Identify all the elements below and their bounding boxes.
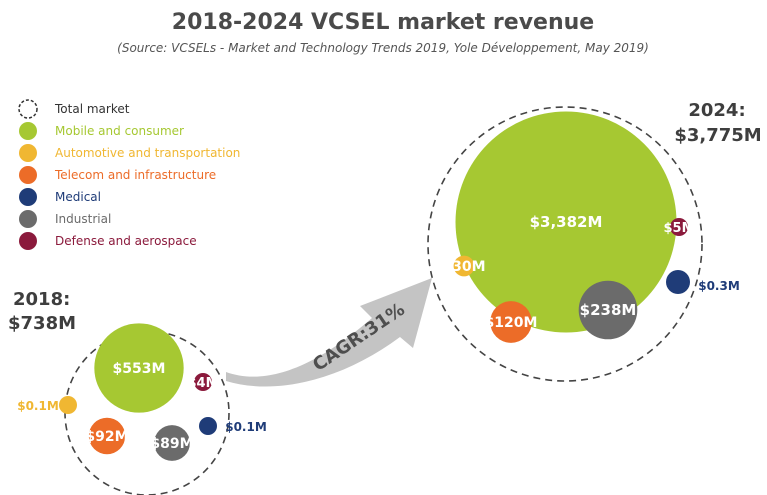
chart-title: 2018-2024 VCSEL market revenue (172, 10, 594, 35)
legend-label-mobile-and-consumer: Mobile and consumer (55, 124, 184, 138)
bubble-2024-medical (666, 270, 690, 294)
bubble-2018-telecom-and-infrastructure (88, 417, 126, 455)
total-market-circle-2024 (427, 106, 703, 382)
bubble-label-2018-telecom-and-infrastructure: $92M (85, 429, 128, 445)
total-label-2018: 2018: (13, 289, 70, 310)
bubble-label-2024-automotive-and-transportation: $30M (442, 259, 485, 275)
legend-label-telecom-and-infrastructure: Telecom and infrastructure (54, 168, 216, 182)
legend-label-automotive-and-transportation: Automotive and transportation (55, 146, 240, 160)
cagr-arrow: CAGR:31% (226, 278, 432, 387)
legend-label-medical: Medical (55, 190, 101, 204)
legend-swatch-automotive-and-transportation (19, 144, 37, 162)
total-value-2024: $3,775M (674, 125, 761, 146)
bubble-label-2024-medical: $0.3M (698, 279, 740, 293)
bubble-2018-automotive-and-transportation (59, 396, 77, 414)
bubble-2024-mobile-and-consumer (455, 111, 677, 333)
bubble-2018-mobile-and-consumer (94, 323, 184, 413)
bubble-label-2018-industrial: $89M (150, 436, 193, 452)
legend-swatch-telecom-and-infrastructure (19, 166, 37, 184)
bubble-2024-automotive-and-transportation (453, 255, 475, 277)
total-value-2018: $738M (8, 313, 76, 334)
bubble-label-2018-medical: $0.1M (225, 420, 267, 434)
bubble-label-2024-defense-and-aerospace: $5M (663, 221, 694, 236)
legend-swatch-medical (19, 188, 37, 206)
legend-swatch-industrial (19, 210, 37, 228)
bubble-label-2024-mobile-and-consumer: $3,382M (530, 213, 603, 231)
bubble-2024-telecom-and-infrastructure (490, 301, 532, 343)
bubble-label-2024-telecom-and-infrastructure: $120M (485, 315, 538, 331)
bubbles: $553M $92M $89M $4M $0.1M $0.1M $3,382M $238M $1… (17, 106, 740, 495)
bubble-label-2018-automotive-and-transportation: $0.1M (17, 399, 59, 413)
bubble-label-2018-mobile-and-consumer: $553M (113, 361, 166, 377)
bubble-2018-defense-and-aerospace (194, 373, 212, 391)
bubble-2018-industrial (154, 425, 190, 461)
legend-swatch-defense-and-aerospace (19, 232, 37, 250)
legend-swatch-total-market (18, 99, 38, 119)
bubble-label-2024-industrial: $238M (580, 301, 637, 319)
legend: Total market Mobile and consumer Automotiv… (18, 99, 240, 250)
growth-arrow-shape (226, 278, 432, 387)
bubble-2024-defense-and-aerospace (670, 218, 688, 236)
legend-label-industrial: Industrial (55, 212, 111, 226)
legend-swatch-mobile-and-consumer (19, 122, 37, 140)
bubble-2024-industrial (578, 280, 638, 340)
legend-label-defense-and-aerospace: Defense and aerospace (55, 234, 197, 248)
total-label-2024: 2024: (688, 100, 745, 121)
bubble-label-2018-defense-and-aerospace: $4M (187, 376, 218, 391)
chart-subtitle: (Source: VCSELs - Market and Technology … (117, 41, 649, 55)
bubble-2018-medical (199, 417, 217, 435)
legend-label-total-market: Total market (54, 102, 130, 116)
